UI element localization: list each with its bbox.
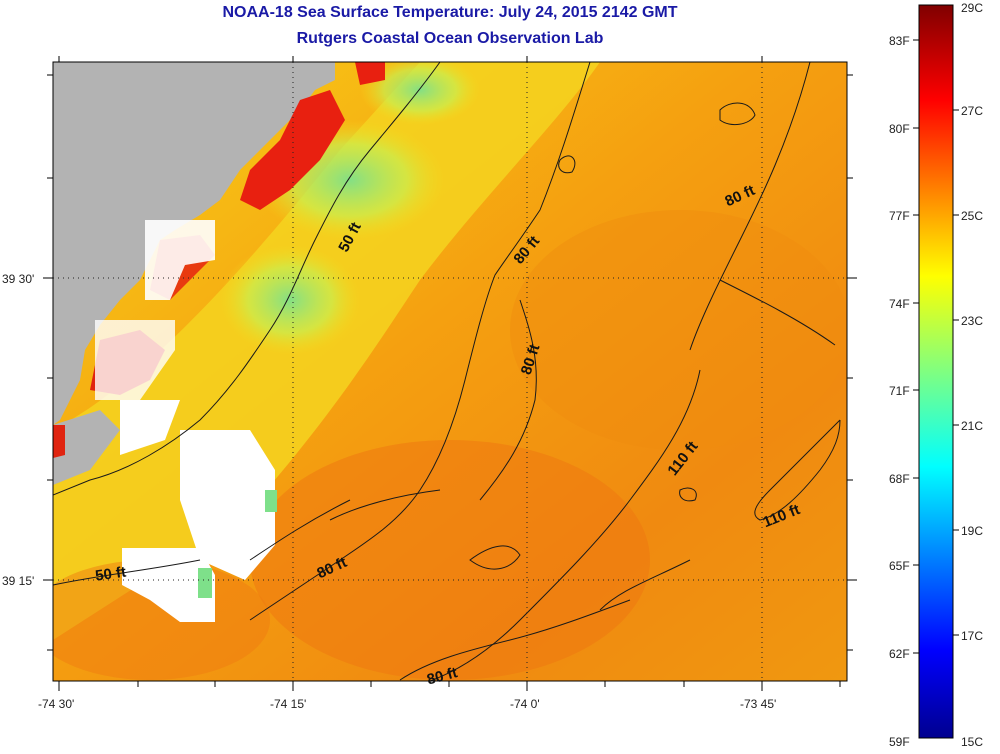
warm-patch [510, 210, 847, 450]
colorbar-f-label: 62F [889, 647, 910, 661]
axis-ticks [43, 56, 857, 691]
colorbar-f-label: 77F [889, 209, 910, 223]
colorbar-c-label: 19C [961, 524, 983, 538]
colorbar-c-label: 17C [961, 629, 983, 643]
lon-label: -74 15' [270, 697, 306, 711]
warm-patch [53, 560, 270, 680]
cloud-gap [122, 548, 215, 622]
colorbar-c-label: 29C [961, 1, 983, 15]
colorbar-f-label: 65F [889, 559, 910, 573]
colorbar-c-label: 25C [961, 209, 983, 223]
bay-warm-water [53, 425, 65, 458]
bay-warm-water [240, 90, 345, 210]
colorbar-ticks [913, 39, 959, 654]
colorbar: 83F 80F 77F 74F 71F 68F 65F 62F 59F 29C … [889, 1, 983, 749]
colorbar-c-label: 21C [961, 419, 983, 433]
colorbar-f-label: 83F [889, 34, 910, 48]
colorbar-f-label: 80F [889, 122, 910, 136]
colorbar-f-label: 71F [889, 384, 910, 398]
colorbar-c-label: 23C [961, 314, 983, 328]
map-title: NOAA-18 Sea Surface Temperature: July 24… [222, 4, 678, 21]
graticule [53, 62, 847, 681]
map-panel [53, 62, 847, 681]
colorbar-f-label: 59F [889, 735, 910, 749]
lon-label: -74 30' [38, 697, 74, 711]
bay-warm-water [355, 62, 385, 85]
cloud-gap [145, 220, 215, 300]
colorbar-gradient [918, 4, 954, 739]
land-mass [53, 410, 120, 485]
land-mass [53, 62, 335, 425]
map-frame [52, 61, 848, 682]
lat-label: 39 15' [2, 574, 34, 588]
lat-label: 39 30' [2, 272, 34, 286]
lon-label: -73 45' [740, 697, 776, 711]
map-subtitle: Rutgers Coastal Ocean Observation Lab [296, 30, 604, 47]
cool-water-patch [220, 245, 360, 355]
colorbar-c-label: 15C [961, 735, 983, 749]
lon-label: -74 0' [510, 697, 540, 711]
cloud-gap [120, 400, 180, 455]
cool-pixel [265, 490, 277, 512]
bathymetry-contours [53, 62, 841, 681]
colorbar-f-label: 68F [889, 472, 910, 486]
colorbar-c-label: 27C [961, 104, 983, 118]
cloud-gap [95, 320, 175, 400]
warm-patch [250, 440, 650, 680]
contour-label: 50 ft [94, 564, 127, 585]
cool-pixel [198, 568, 212, 598]
colorbar-f-label: 74F [889, 297, 910, 311]
cloud-gap [180, 430, 275, 580]
cool-water-patch [360, 62, 480, 125]
